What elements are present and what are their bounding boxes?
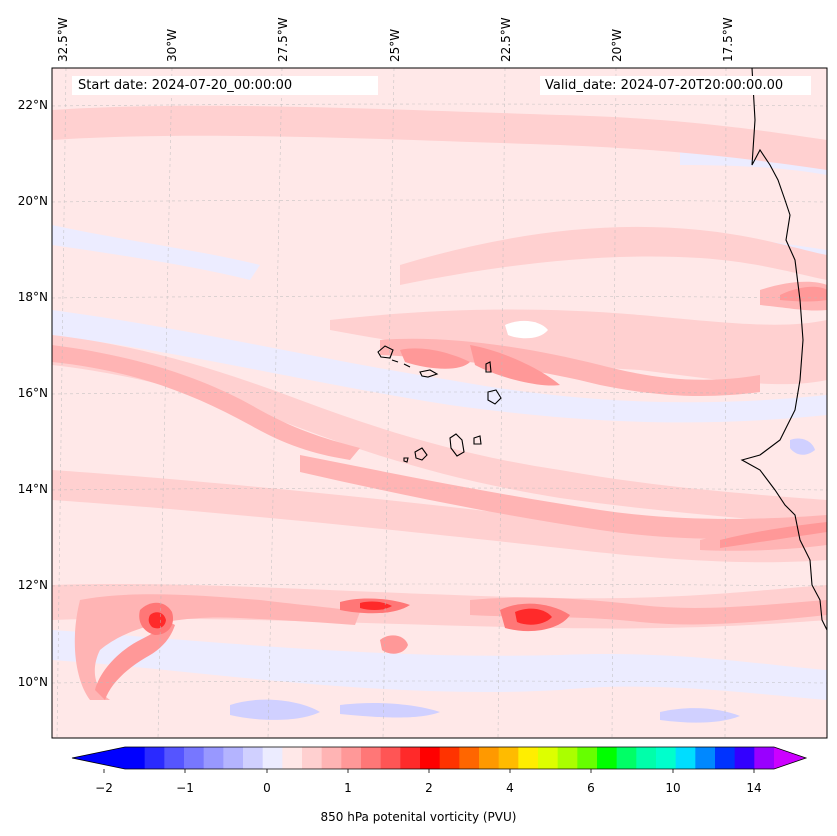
pv-core xyxy=(515,608,552,625)
colorbar-tick-label: −1 xyxy=(176,781,194,795)
pv-band-positive xyxy=(52,470,827,563)
gridlines xyxy=(52,68,827,738)
colorbar-swatch xyxy=(184,747,205,769)
pv-core xyxy=(148,612,166,629)
colorbar-tick-label: 1 xyxy=(344,781,352,795)
pv-band-positive-2 xyxy=(52,345,360,460)
lat-label: 20°N xyxy=(17,194,48,208)
colorbar-swatch xyxy=(341,747,362,769)
colorbar-tick-label: 4 xyxy=(506,781,514,795)
colorbar-swatch xyxy=(282,747,303,769)
colorbar xyxy=(71,746,808,773)
map-frame xyxy=(51,67,828,739)
lon-label: 30°W xyxy=(165,28,179,62)
colorbar-swatch xyxy=(498,747,519,769)
colorbar-tick-label: 10 xyxy=(665,781,681,795)
pv-band-negative xyxy=(52,630,827,700)
colorbar-swatch xyxy=(538,747,559,769)
colorbar-label: 850 hPa potenital vorticity (PVU) xyxy=(320,810,517,824)
lat-label: 14°N xyxy=(17,482,48,496)
colorbar-swatch xyxy=(656,747,677,769)
colorbar-swatch xyxy=(754,747,775,769)
pv-core xyxy=(95,620,175,700)
pv-core xyxy=(720,522,827,548)
colorbar-swatch xyxy=(400,747,421,769)
pv-band-positive xyxy=(330,309,827,385)
islands xyxy=(377,345,502,463)
lat-label: 16°N xyxy=(17,386,48,400)
lat-label: 12°N xyxy=(17,578,48,592)
start-date-label: Start date: 2024-07-20_00:00:00 xyxy=(72,76,378,95)
colorbar-swatch xyxy=(636,747,657,769)
colorbar-swatch xyxy=(734,747,755,769)
colorbar-tick-label: 2 xyxy=(425,781,433,795)
coastline xyxy=(740,68,827,631)
colorbar-swatch xyxy=(125,747,146,769)
colorbar-tick-label: 6 xyxy=(587,781,595,795)
colorbar-tick-label: −2 xyxy=(95,781,113,795)
colorbar-outline xyxy=(71,746,808,770)
colorbar-tick-label: 0 xyxy=(263,781,271,795)
colorbar-swatch xyxy=(616,747,637,769)
valid-date-label: Valid_date: 2024-07-20T20:00:00.00 xyxy=(540,76,811,95)
colorbar-under-arrow xyxy=(72,747,125,769)
pv-core xyxy=(470,345,560,386)
colorbar-swatch xyxy=(675,747,696,769)
colorbar-swatch xyxy=(577,747,598,769)
lon-label: 22.5°W xyxy=(499,17,513,62)
colorbar-swatch xyxy=(321,747,342,769)
colorbar-swatch xyxy=(302,747,323,769)
lon-label: 27.5°W xyxy=(276,17,290,62)
pv-band-positive xyxy=(400,226,827,285)
colorbar-swatch xyxy=(420,747,441,769)
colorbar-swatch xyxy=(479,747,500,769)
pv-patch-negative xyxy=(660,708,740,723)
lon-label: 25°W xyxy=(388,28,402,62)
lon-label: 20°W xyxy=(610,28,624,62)
colorbar-swatch xyxy=(361,747,382,769)
colorbar-swatch xyxy=(144,747,165,769)
lat-label: 22°N xyxy=(17,98,48,112)
colorbar-swatch xyxy=(695,747,716,769)
pv-band-positive xyxy=(52,105,827,170)
lat-label: 18°N xyxy=(17,290,48,304)
lon-label: 32.5°W xyxy=(56,17,70,62)
pv-band-positive-2 xyxy=(470,597,827,625)
colorbar-swatch xyxy=(459,747,480,769)
colorbar-swatch xyxy=(439,747,460,769)
pv-patch-negative xyxy=(340,702,440,718)
pv-core xyxy=(400,348,470,369)
colorbar-swatch xyxy=(223,747,244,769)
colorbar-swatch xyxy=(518,747,539,769)
pv-core xyxy=(380,635,408,654)
pv-band-positive xyxy=(52,335,827,525)
pv-patch-negative xyxy=(230,699,320,720)
colorbar-swatch xyxy=(557,747,578,769)
pv-patch-white xyxy=(505,320,548,339)
colorbar-swatch xyxy=(203,747,224,769)
colorbar-swatch xyxy=(243,747,264,769)
colorbar-swatch xyxy=(262,747,283,769)
colorbar-tick-label: 14 xyxy=(746,781,762,795)
pv-band-negative xyxy=(52,310,827,423)
pv-patch-negative xyxy=(790,438,815,455)
pv-core xyxy=(360,601,392,611)
colorbar-swatch xyxy=(715,747,736,769)
colorbar-swatch xyxy=(164,747,185,769)
colorbar-over-arrow xyxy=(774,747,806,769)
pv-band-negative xyxy=(52,225,260,280)
lon-label: 17.5°W xyxy=(721,17,735,62)
lat-label: 10°N xyxy=(17,675,48,689)
colorbar-swatch xyxy=(597,747,618,769)
colorbar-swatch xyxy=(380,747,401,769)
